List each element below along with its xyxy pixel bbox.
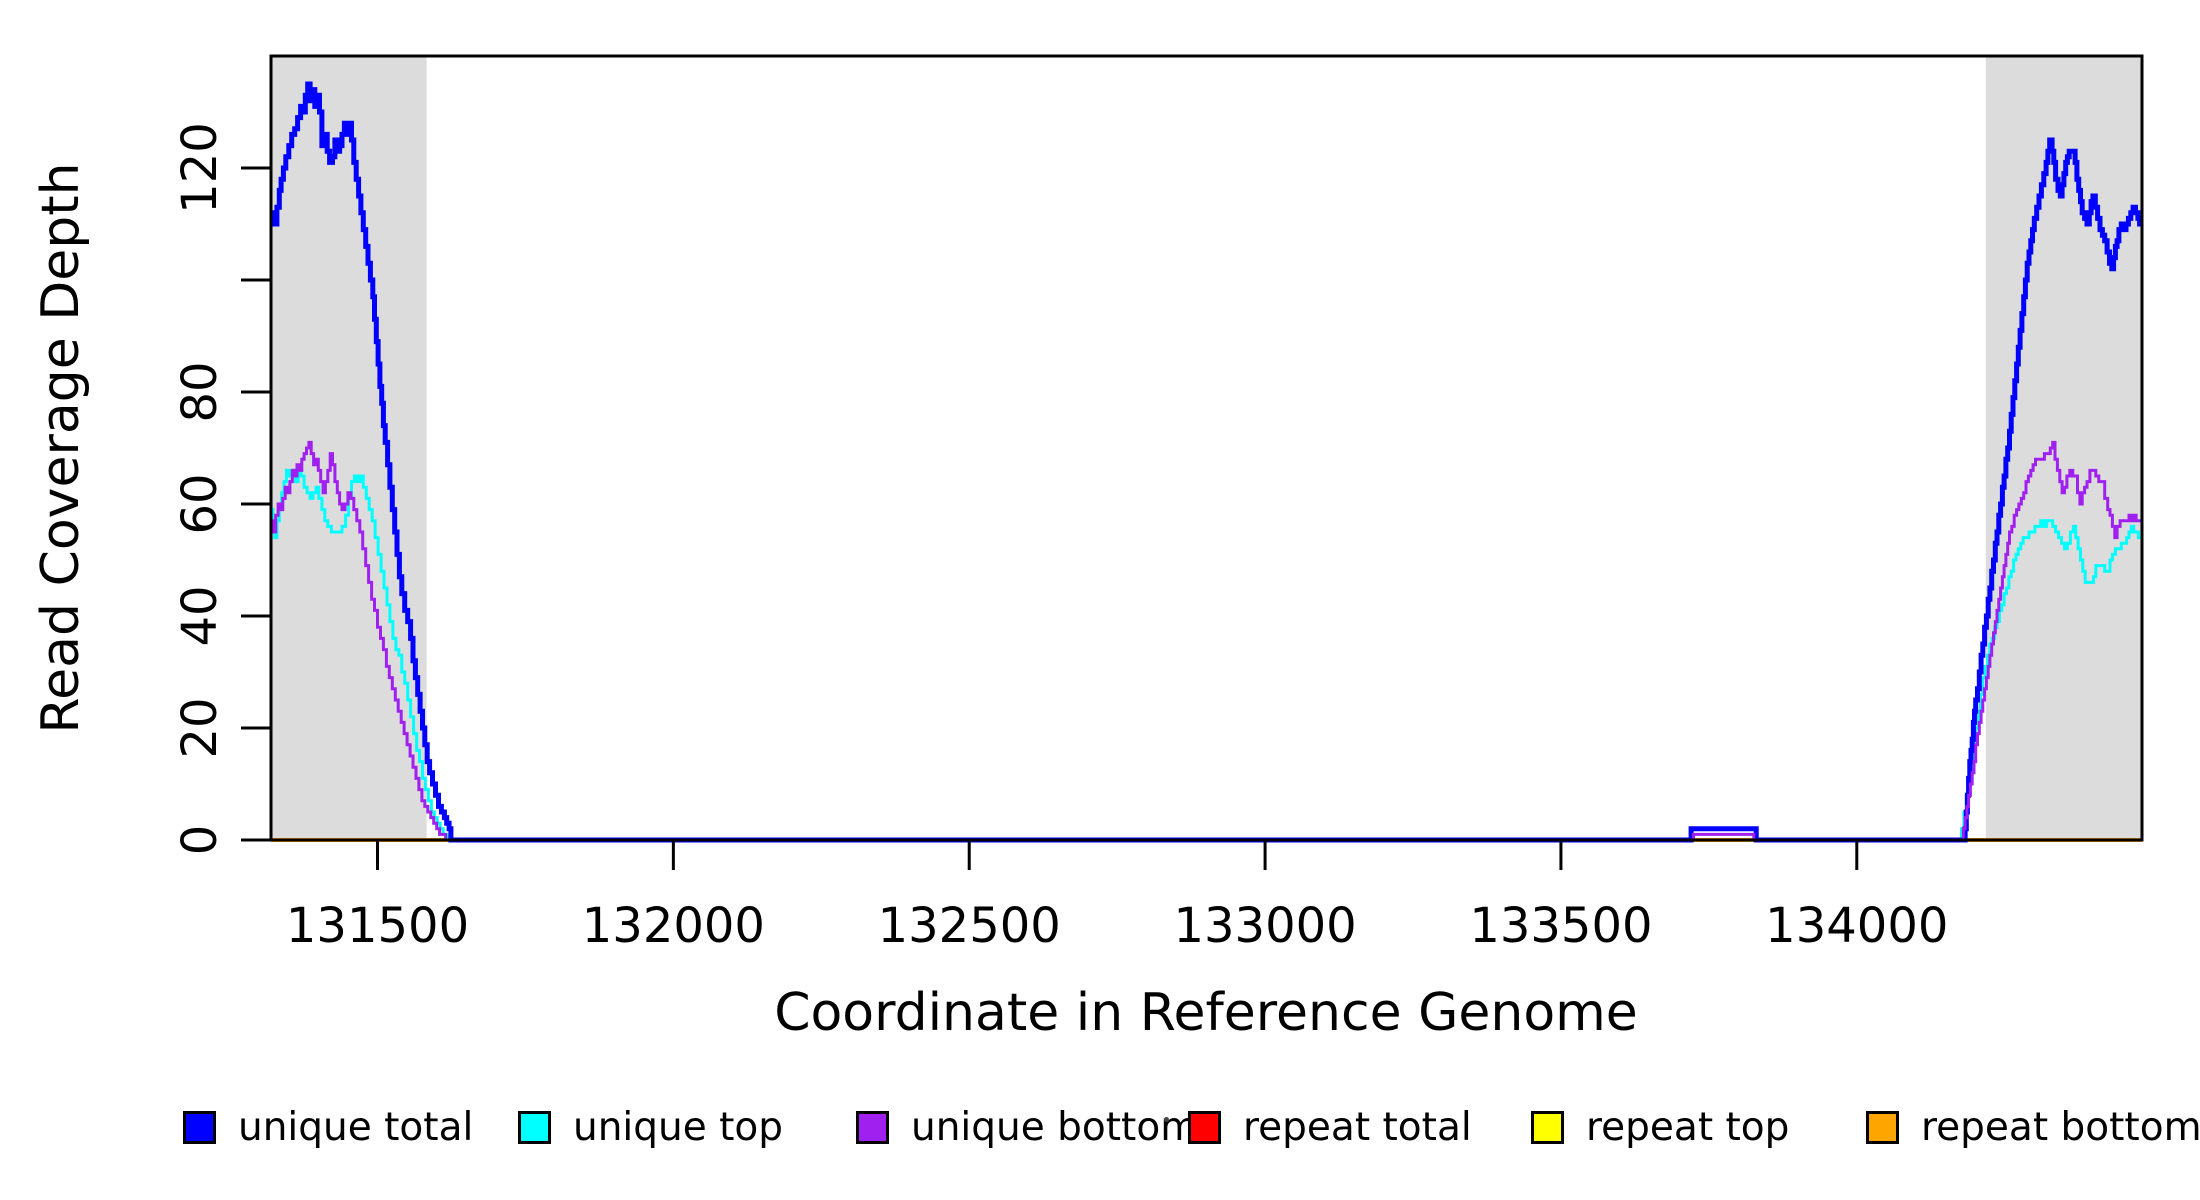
legend-label-repeat-bottom: repeat bottom <box>1921 1105 2200 1150</box>
legend-swatch-unique-top-icon <box>518 1111 551 1144</box>
legend-swatch-repeat-bottom-icon <box>1866 1111 1899 1144</box>
series-line-unique-top <box>271 468 2142 842</box>
y-tick-label-20: 20 <box>172 697 228 758</box>
legend-entry-unique-bottom: unique bottom <box>856 1108 1198 1147</box>
legend-swatch-unique-bottom-icon <box>856 1111 889 1144</box>
y-tick-label-60: 60 <box>172 473 228 534</box>
x-tick-label-132500: 132500 <box>878 898 1061 954</box>
legend-label-unique-bottom: unique bottom <box>911 1105 1199 1150</box>
y-tick-label-80: 80 <box>172 361 228 422</box>
legend-entry-unique-total: unique total <box>183 1108 473 1147</box>
highlight-band-0 <box>271 56 427 840</box>
y-axis: 0 20 40 60 80 120 <box>172 122 271 855</box>
series-lines <box>271 81 2143 843</box>
series-line-unique-total <box>271 81 2143 843</box>
x-tick-label-132000: 132000 <box>582 898 765 954</box>
legend-label-repeat-total: repeat total <box>1243 1105 1472 1150</box>
plot-border <box>269 54 2144 842</box>
y-axis-title: Read Coverage Depth <box>31 162 91 733</box>
legend-swatch-repeat-total-icon <box>1188 1111 1221 1144</box>
series-line-unique-bottom <box>271 440 2142 842</box>
y-tick-label-0: 0 <box>172 825 228 856</box>
y-tick-label-120: 120 <box>172 122 228 214</box>
legend: unique total unique top unique bottom re… <box>0 1108 2200 1168</box>
highlight-bands <box>271 56 2142 840</box>
legend-entry-repeat-top: repeat top <box>1531 1108 1789 1147</box>
legend-label-unique-total: unique total <box>238 1105 474 1150</box>
legend-label-repeat-top: repeat top <box>1586 1105 1790 1150</box>
legend-swatch-unique-total-icon <box>183 1111 216 1144</box>
x-tick-label-133500: 133500 <box>1469 898 1652 954</box>
x-tick-label-133000: 133000 <box>1173 898 1356 954</box>
stray-dot <box>1164 1117 1169 1122</box>
x-tick-label-131500: 131500 <box>286 898 469 954</box>
legend-entry-repeat-total: repeat total <box>1188 1108 1472 1147</box>
x-axis: 131500 132000 132500 133000 133500 134000 <box>286 840 1948 954</box>
x-axis-title: Coordinate in Reference Genome <box>774 983 1638 1043</box>
legend-swatch-repeat-top-icon <box>1531 1111 1564 1144</box>
legend-entry-unique-top: unique top <box>518 1108 783 1147</box>
legend-entry-repeat-bottom: repeat bottom <box>1866 1108 2200 1147</box>
x-tick-label-134000: 134000 <box>1765 898 1948 954</box>
legend-label-unique-top: unique top <box>573 1105 784 1150</box>
y-tick-label-40: 40 <box>172 585 228 646</box>
